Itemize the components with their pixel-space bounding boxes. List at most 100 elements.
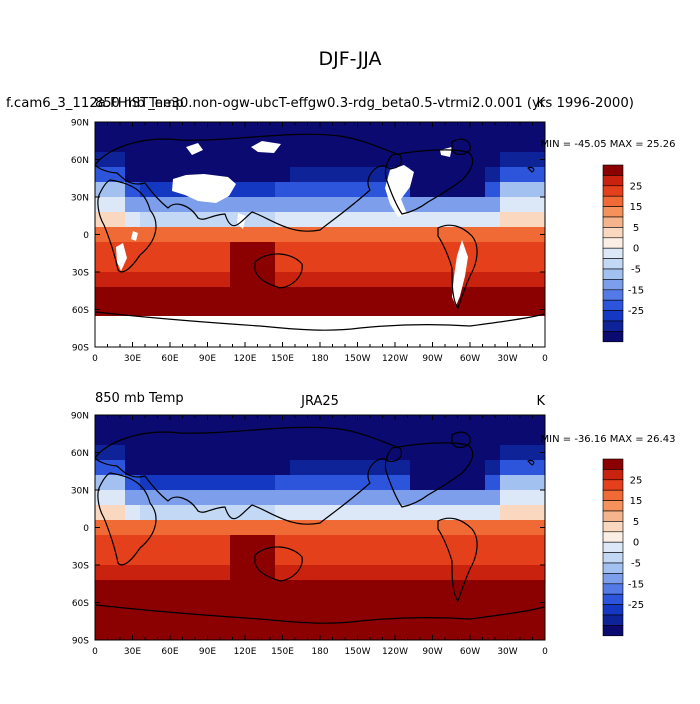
- panel-obs-field-cell: [425, 580, 441, 596]
- panel-obs-field-cell: [455, 445, 471, 461]
- panel-obs-field-cell: [275, 475, 291, 491]
- panel-model-field-cell: [185, 242, 201, 258]
- panel-obs-field-cell: [530, 520, 545, 536]
- panel-obs-field-cell: [155, 415, 171, 431]
- panel-obs-field-cell: [200, 490, 216, 506]
- panel-obs-field-cell: [320, 535, 336, 551]
- panel-obs-field-cell: [350, 505, 366, 521]
- panel-model-field-cell: [425, 242, 441, 258]
- panel-obs-field-cell: [470, 535, 486, 551]
- panel-obs-field-cell: [440, 625, 456, 640]
- panel-model-field-cell: [260, 152, 276, 168]
- panel-obs-field-cell: [395, 505, 411, 521]
- panel-model-lon-label: 0: [92, 354, 98, 364]
- panel-model-field-cell: [485, 227, 501, 243]
- panel-obs-field-cell: [455, 460, 471, 476]
- panel-obs-colorbar-label: 25: [630, 475, 643, 486]
- panel-obs-field-cell: [305, 595, 321, 611]
- panel-obs-field-cell: [350, 610, 366, 626]
- panel-obs-field-cell: [260, 550, 276, 566]
- panel-obs-colorbar-swatch: [602, 489, 624, 501]
- panel-model-field-cell: [350, 137, 366, 153]
- panel-obs-field-cell: [395, 415, 411, 431]
- panel-model-field-cell: [425, 137, 441, 153]
- panel-obs-field-cell: [380, 625, 396, 640]
- panel-model-field-cell: [470, 167, 486, 183]
- panel-obs-field-cell: [275, 595, 291, 611]
- panel-model-field-cell: [95, 242, 111, 258]
- panel-obs-field-cell: [245, 625, 261, 640]
- panel-obs-field-cell: [95, 610, 111, 626]
- panel-model-field-cell: [290, 242, 306, 258]
- panel-obs-field-cell: [305, 550, 321, 566]
- panel-model-field-cell: [440, 287, 456, 303]
- panel-obs-field-cell: [335, 535, 351, 551]
- panel-model-field-cell: [470, 182, 486, 198]
- panel-model-field-cell: [350, 197, 366, 213]
- panel-model-field-cell: [425, 287, 441, 303]
- panel-obs-field-cell: [185, 595, 201, 611]
- panel-model-field-cell: [455, 152, 471, 168]
- panel-obs-field-cell: [260, 490, 276, 506]
- panel-obs-coastlines: [95, 426, 545, 624]
- panel-model-field-cell: [155, 137, 171, 153]
- panel-model-lon-label: 0: [542, 354, 548, 364]
- panel-obs-field-cell: [215, 460, 231, 476]
- panel-obs-field-cell: [335, 550, 351, 566]
- panel-model-field-cell: [335, 272, 351, 288]
- panel-obs-field-cell: [485, 535, 501, 551]
- panel-obs-field-cell: [350, 475, 366, 491]
- panel-model-field-cell: [275, 152, 291, 168]
- panel-obs-units-label: K: [536, 394, 545, 409]
- panel-model-field-cell: [350, 167, 366, 183]
- panel-model-field-cell: [320, 287, 336, 303]
- panel-model-field-cell: [485, 167, 501, 183]
- panel-model-field-cell: [200, 137, 216, 153]
- panel-obs-field-cell: [440, 490, 456, 506]
- panel-obs-field-cell: [230, 505, 246, 521]
- panel-obs-field-cell: [365, 625, 381, 640]
- panel-obs-field-cell: [485, 430, 501, 446]
- panel-obs-field-cell: [485, 550, 501, 566]
- panel-obs-colorbar-label: 5: [633, 517, 639, 528]
- panel-obs-field-cell: [350, 520, 366, 536]
- panel-obs-field-cell: [230, 625, 246, 640]
- panel-obs-field-cell: [350, 595, 366, 611]
- panel-model-field-cell: [335, 287, 351, 303]
- panel-obs-field-cell: [440, 415, 456, 431]
- panel-obs-field-cell: [335, 460, 351, 476]
- panel-obs-field-cell: [320, 505, 336, 521]
- panel-model-lon-label: 150W: [344, 354, 370, 364]
- panel-obs-field-cell: [140, 595, 156, 611]
- panel-model-field-cell: [335, 227, 351, 243]
- panel-model-field-cell: [410, 302, 426, 318]
- figure-title: DJF-JJA: [319, 48, 382, 70]
- panel-obs-field-cell: [110, 580, 126, 596]
- panel-model-field-cell: [275, 182, 291, 198]
- panel-model-field-cell: [335, 257, 351, 273]
- panel-model-colorbar-swatch: [602, 206, 624, 218]
- panel-model-field-cell: [425, 302, 441, 318]
- panel-model-field-cell: [470, 212, 486, 228]
- panel-obs-field-cell: [515, 475, 531, 491]
- panel-model-field-cell: [410, 137, 426, 153]
- panel-model-field-cell: [440, 152, 456, 168]
- panel-obs-field-cell: [125, 475, 141, 491]
- panel-obs-colorbar-swatch: [602, 458, 624, 470]
- panel-obs-field-cell: [185, 490, 201, 506]
- panel-model-colorbar-swatch: [602, 289, 624, 301]
- panel-obs-field-cell: [185, 415, 201, 431]
- panel-obs-lat-label: 0: [83, 524, 89, 534]
- panel-model-field-cell: [230, 167, 246, 183]
- panel-obs-field-cell: [155, 430, 171, 446]
- panel-model-field-cell: [110, 287, 126, 303]
- panel-obs-field-cell: [185, 505, 201, 521]
- panel-model-field-cell: [170, 257, 186, 273]
- panel-obs-field-cell: [530, 460, 545, 476]
- panel-model-field-cell: [260, 257, 276, 273]
- panel-obs-field-cell: [215, 505, 231, 521]
- panel-model-field-cell: [275, 167, 291, 183]
- panel-model-field-cell: [305, 152, 321, 168]
- panel-model-field-cell: [500, 137, 516, 153]
- panel-obs-field-cell: [215, 475, 231, 491]
